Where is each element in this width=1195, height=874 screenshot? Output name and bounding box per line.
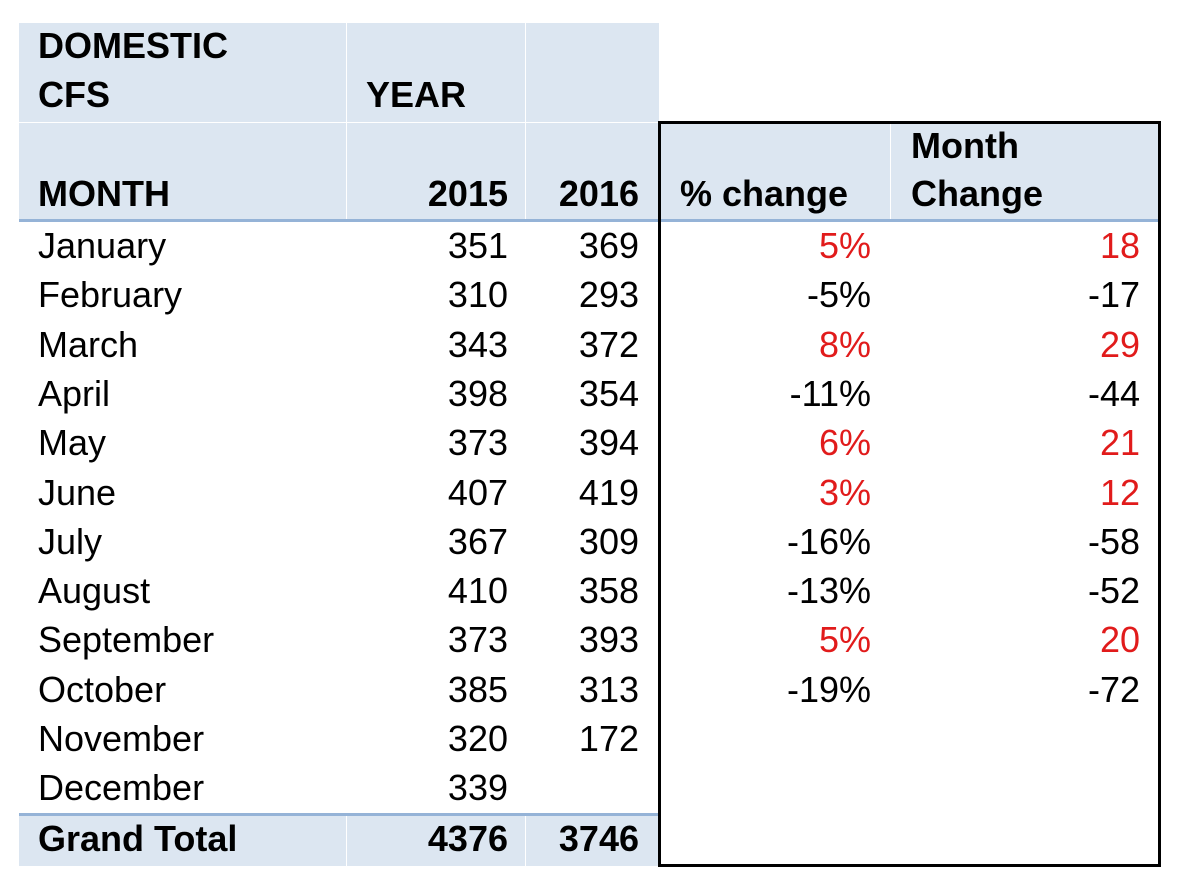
header-col-sep-3 [890,122,891,220]
total-row-bg [19,814,659,866]
grand-total-2015: 4376 [427,818,508,859]
month-change-cell: -52 [1087,570,1140,611]
month-change-cell: 20 [1099,619,1140,660]
total-col-sep-2 [525,814,526,866]
value-2016-cell: 354 [578,373,639,414]
value-2015-cell: 407 [447,472,508,513]
value-2015-cell: 373 [447,422,508,463]
month-cell: September [38,619,215,660]
value-2016-cell: 293 [578,274,639,315]
month-cell: July [38,521,103,562]
value-2015-cell: 410 [447,570,508,611]
month-change-cell: 18 [1099,225,1140,266]
month-cell: May [38,422,107,463]
value-2016-cell: 369 [578,225,639,266]
table-title-line2: CFS [38,74,110,115]
header-bottom-rule [19,219,1159,222]
pct-change-cell: -19% [786,669,871,710]
pct-change-cell: 5% [818,225,871,266]
pct-change-cell: 6% [818,422,871,463]
month-change-cell: -44 [1087,373,1140,414]
header-col-sep-2 [525,23,526,220]
value-2016-cell: 372 [578,324,639,365]
pct-change-header: % change [680,173,849,214]
value-2015-cell: 339 [447,767,508,808]
value-2016-cell: 309 [578,521,639,562]
month-cell: March [38,324,139,365]
month-change-cell: 12 [1099,472,1140,513]
month-cell: February [38,274,183,315]
value-2015-cell: 373 [447,619,508,660]
total-col-sep-1 [346,814,347,866]
month-cell: June [38,472,117,513]
month-cell: August [38,570,151,611]
header-bg-left [19,23,659,220]
month-change-cell: -72 [1087,669,1140,710]
pct-change-cell: -5% [806,274,871,315]
month-change-cell: -58 [1087,521,1140,562]
month-column-header: MONTH [38,173,170,214]
month-change-header-line1: Month [911,125,1019,166]
total-top-rule [19,813,659,816]
month-change-cell: 21 [1099,422,1140,463]
table-title-line1: DOMESTIC [38,25,229,66]
value-2016-cell: 358 [578,570,639,611]
pct-change-cell: 3% [818,472,871,513]
change-box-left [658,121,661,867]
value-2015-cell: 385 [447,669,508,710]
change-box-top [658,121,1161,124]
month-cell: December [38,767,205,808]
header-row-sep [19,122,659,123]
grand-total-2016: 3746 [558,818,639,859]
col-2015-header: 2015 [427,173,508,214]
pct-change-cell: -11% [789,373,871,414]
change-box-bottom [658,864,1161,867]
month-cell: November [38,718,205,759]
grand-total-label: Grand Total [38,818,238,859]
month-cell: January [38,225,167,266]
change-box-right [1158,121,1161,867]
header-bg-right [659,122,1159,220]
value-2016-cell: 394 [578,422,639,463]
value-2016-cell: 419 [578,472,639,513]
value-2016-cell: 172 [578,718,639,759]
pct-change-cell: -13% [786,570,871,611]
year-label: YEAR [366,74,467,115]
col-2016-header: 2016 [558,173,639,214]
pct-change-cell: 8% [818,324,871,365]
month-cell: April [38,373,111,414]
pct-change-cell: -16% [786,521,871,562]
value-2015-cell: 367 [447,521,508,562]
value-2015-cell: 351 [447,225,508,266]
month-cell: October [38,669,167,710]
pct-change-cell: 5% [818,619,871,660]
header-col-sep-1 [346,23,347,220]
value-2016-cell: 313 [578,669,639,710]
value-2016-cell: 393 [578,619,639,660]
value-2015-cell: 310 [447,274,508,315]
value-2015-cell: 343 [447,324,508,365]
month-change-cell: 29 [1099,324,1140,365]
value-2015-cell: 320 [447,718,508,759]
value-2015-cell: 398 [447,373,508,414]
month-change-header-line2: Change [911,173,1044,214]
month-change-cell: -17 [1087,274,1140,315]
